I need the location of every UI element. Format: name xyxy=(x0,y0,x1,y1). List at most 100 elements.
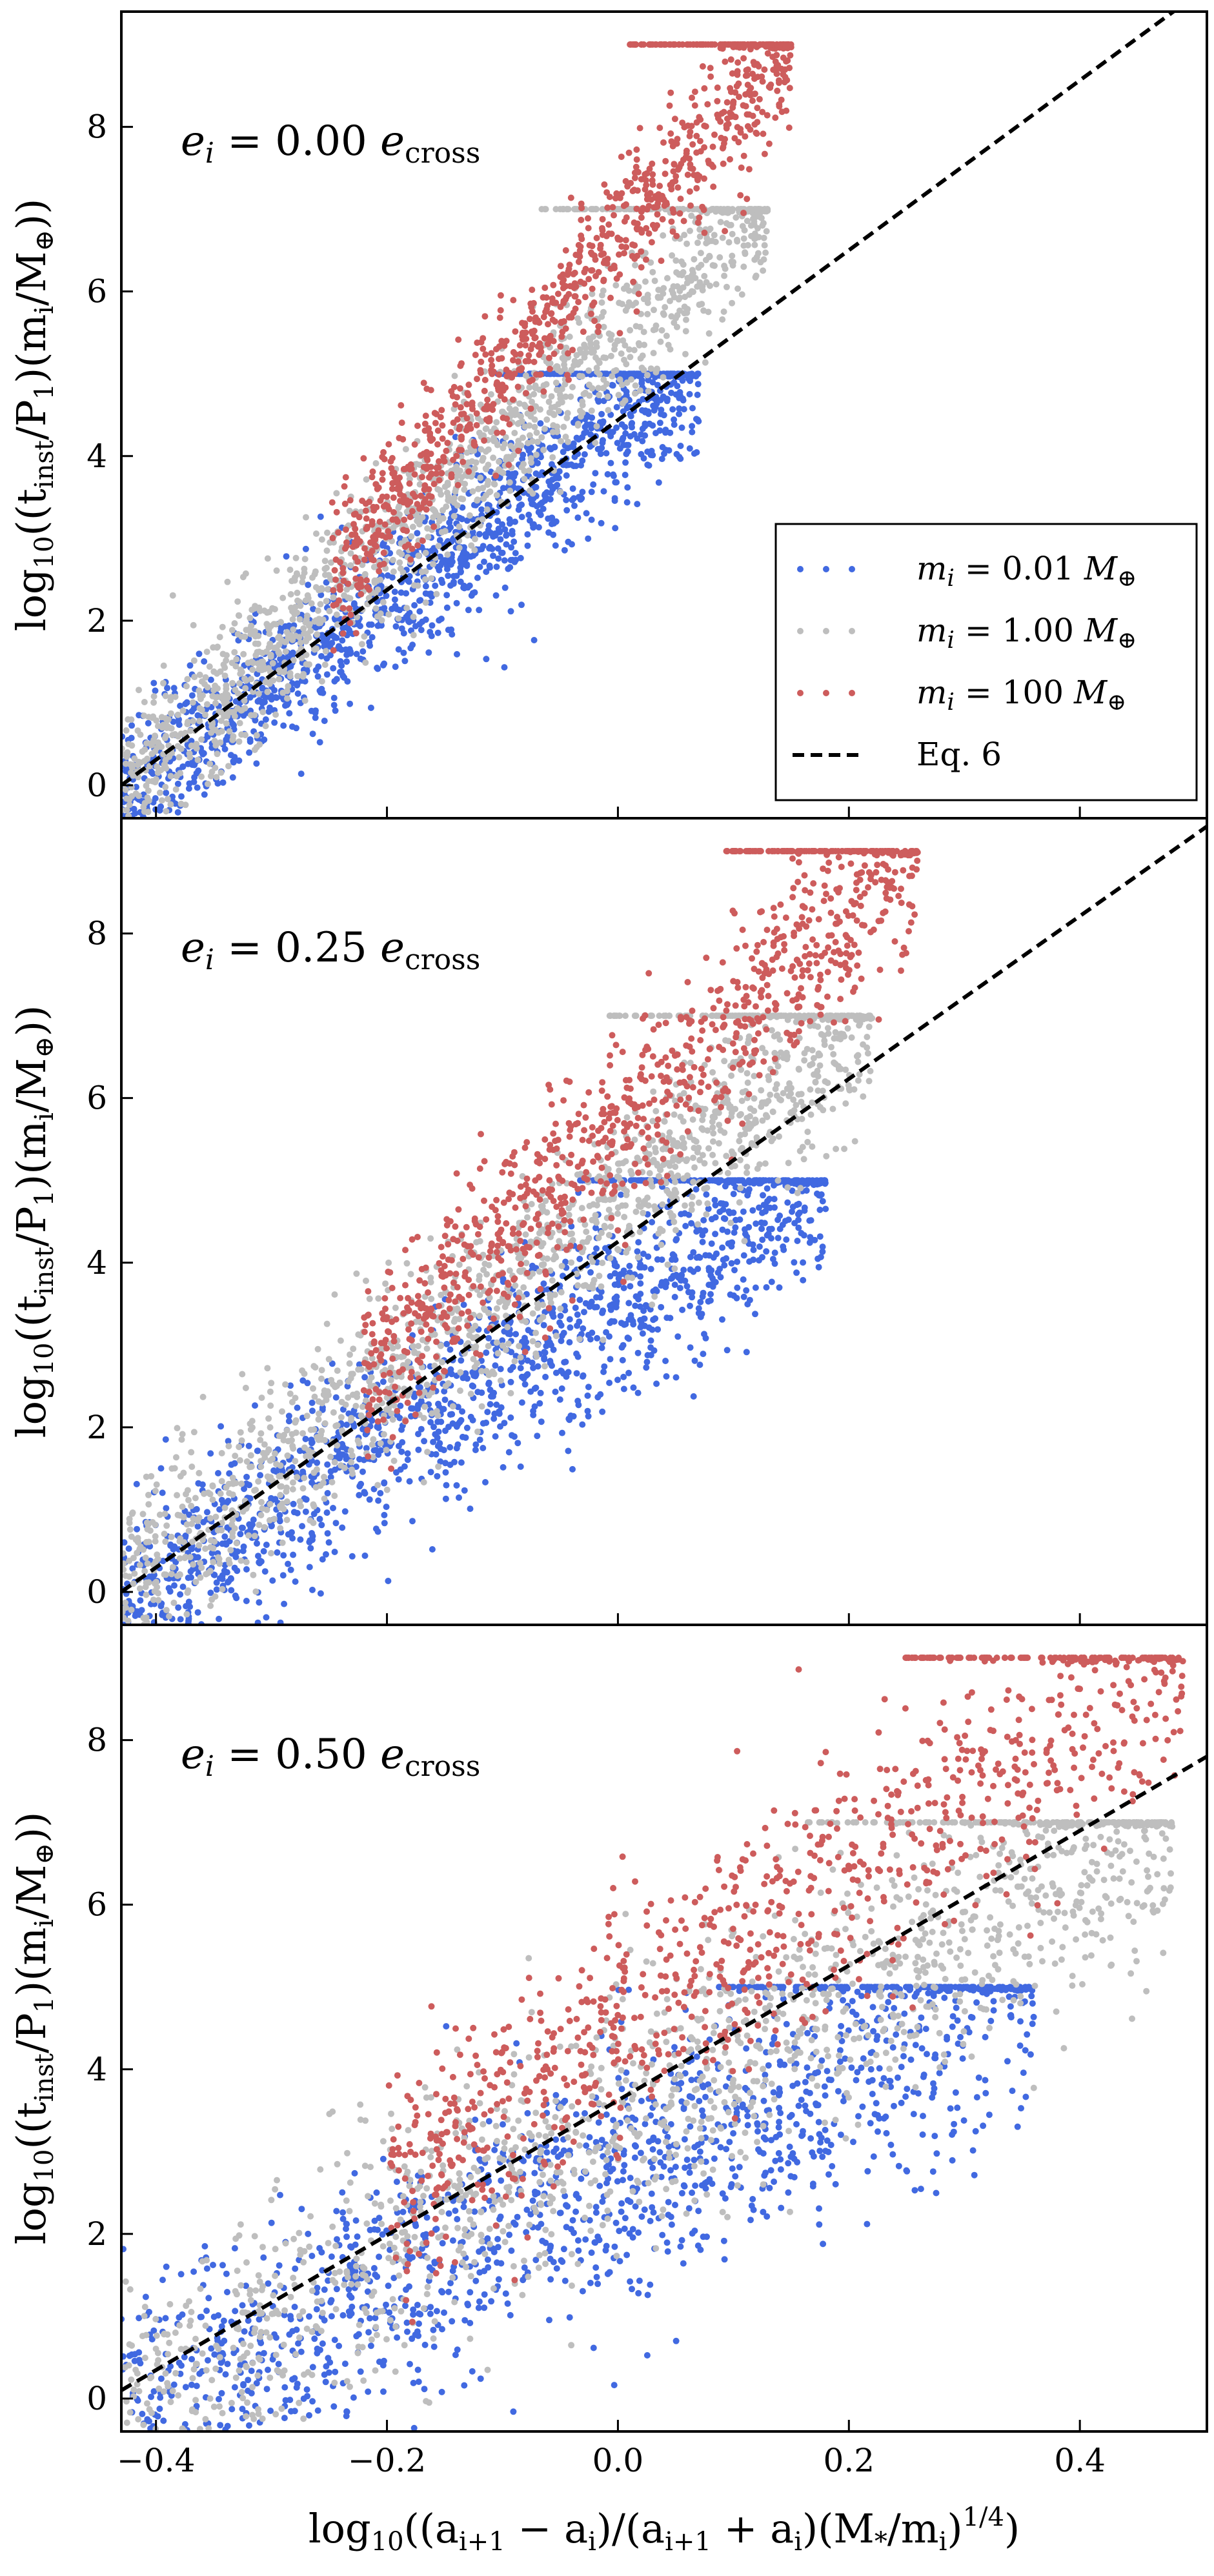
data-point xyxy=(712,1231,719,1238)
data-point xyxy=(264,555,271,562)
data-point xyxy=(434,1434,441,1442)
data-point xyxy=(183,683,190,690)
data-point xyxy=(593,339,600,347)
data-point xyxy=(427,599,434,606)
data-point xyxy=(563,496,570,503)
data-point xyxy=(696,137,703,145)
data-point xyxy=(269,1577,276,1584)
data-point xyxy=(154,769,161,776)
data-point xyxy=(414,512,421,519)
data-point xyxy=(623,282,631,289)
data-point xyxy=(299,673,307,680)
data-point xyxy=(595,268,602,276)
data-point xyxy=(434,629,441,636)
data-point xyxy=(671,161,678,168)
data-point xyxy=(647,452,654,459)
data-point xyxy=(612,282,620,289)
data-point xyxy=(363,577,370,584)
data-point xyxy=(532,371,540,378)
data-point xyxy=(623,379,631,386)
data-point xyxy=(188,738,195,745)
data-point xyxy=(353,650,360,658)
data-point xyxy=(361,556,368,563)
data-point xyxy=(575,241,582,248)
data-point-capped xyxy=(717,206,724,213)
data-point xyxy=(534,438,541,445)
data-point xyxy=(789,1187,796,1194)
data-point xyxy=(613,275,620,282)
data-point xyxy=(280,722,287,729)
data-point xyxy=(185,1575,192,1582)
data-point xyxy=(686,156,693,162)
data-point xyxy=(607,265,614,272)
data-point xyxy=(227,752,234,759)
data-point xyxy=(718,110,725,117)
data-point xyxy=(509,470,516,478)
data-point xyxy=(776,79,782,86)
data-point xyxy=(527,405,534,412)
data-point xyxy=(369,468,376,475)
data-point xyxy=(640,455,647,462)
data-point xyxy=(369,634,376,641)
data-point xyxy=(565,1447,572,1454)
data-point xyxy=(454,502,461,509)
data-point xyxy=(557,1313,564,1320)
data-point xyxy=(218,769,225,776)
data-point xyxy=(494,429,501,436)
data-point xyxy=(422,583,429,590)
data-point xyxy=(734,285,742,292)
data-point xyxy=(198,773,205,780)
data-point xyxy=(128,722,136,729)
data-point xyxy=(461,1487,468,1494)
data-point xyxy=(693,185,700,192)
data-point xyxy=(640,296,647,303)
data-point xyxy=(662,157,669,165)
data-point xyxy=(733,214,740,221)
data-point xyxy=(557,263,564,270)
data-point xyxy=(425,590,432,598)
data-point xyxy=(592,256,599,263)
data-point xyxy=(401,658,409,665)
data-point xyxy=(236,719,243,727)
data-point xyxy=(216,1506,223,1513)
data-point xyxy=(512,550,519,557)
data-point xyxy=(333,634,340,641)
data-point xyxy=(660,232,667,239)
data-point xyxy=(321,661,329,669)
data-point xyxy=(719,316,726,323)
data-point xyxy=(562,393,569,400)
data-point xyxy=(323,655,330,662)
data-point xyxy=(306,621,313,628)
data-point xyxy=(415,1431,421,1438)
data-point xyxy=(324,1530,331,1537)
data-point xyxy=(623,499,631,506)
data-point xyxy=(394,485,401,492)
data-point xyxy=(316,1516,323,1522)
data-point xyxy=(537,1389,544,1396)
data-point xyxy=(406,573,413,579)
data-point xyxy=(130,772,137,779)
data-point xyxy=(342,474,349,481)
data-point xyxy=(651,277,658,285)
data-point xyxy=(191,774,198,781)
data-point xyxy=(375,1497,382,1504)
data-point xyxy=(296,1447,303,1454)
data-point xyxy=(492,346,500,353)
data-point xyxy=(719,1226,726,1233)
data-point xyxy=(774,87,781,94)
data-point xyxy=(376,518,383,525)
data-point-capped xyxy=(571,206,578,213)
data-point xyxy=(473,422,480,428)
data-point xyxy=(137,731,144,738)
data-point xyxy=(233,656,240,663)
data-point xyxy=(547,310,554,317)
data-point xyxy=(649,177,656,184)
data-point xyxy=(493,492,500,499)
data-point xyxy=(337,658,344,665)
data-point xyxy=(600,323,607,330)
data-point xyxy=(396,549,403,556)
data-point xyxy=(229,721,236,728)
data-point xyxy=(247,614,254,621)
data-point xyxy=(287,567,294,573)
data-point xyxy=(710,183,717,190)
